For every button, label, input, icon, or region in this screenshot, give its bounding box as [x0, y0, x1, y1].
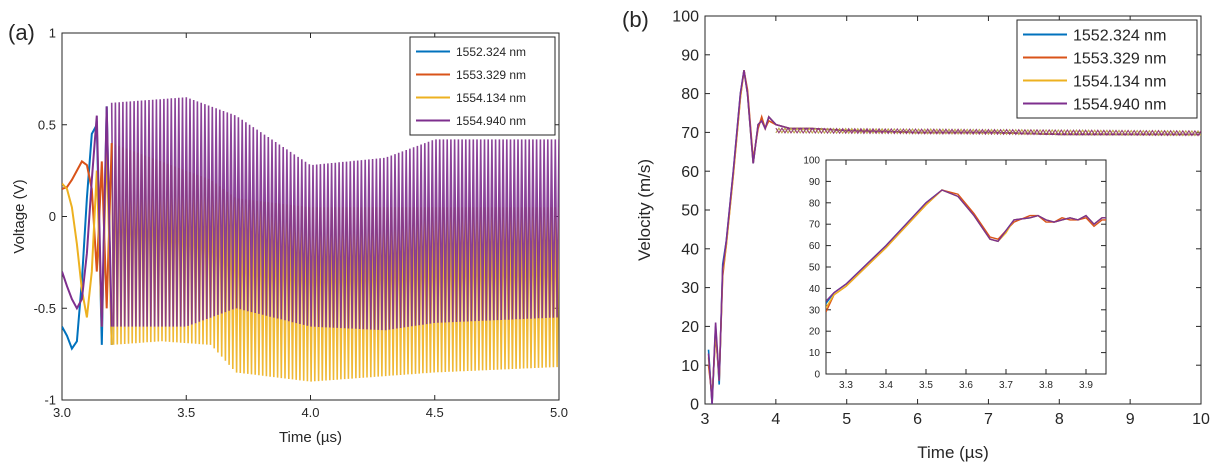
- series-oscillation: [110, 97, 559, 331]
- series-ripple: [775, 127, 1201, 137]
- plot-area: [825, 159, 1107, 375]
- y-tick-label: 0: [814, 370, 820, 381]
- y-tick-label: 0: [49, 209, 56, 224]
- y-tick-label: 80: [681, 86, 699, 103]
- x-tick-label: 3.3: [839, 380, 853, 391]
- y-tick-label: 30: [681, 280, 699, 297]
- x-tick-label: 3.8: [1039, 380, 1053, 391]
- legend-entry: 1552.324 nm: [1073, 27, 1166, 44]
- legend: 1552.324 nm 1553.329 nm 1554.134 nm 1554.94…: [409, 36, 556, 136]
- legend-entry: 1553.329 nm: [456, 68, 526, 82]
- series-group: [707, 70, 1201, 404]
- x-tick-label: 3.9: [1079, 380, 1093, 391]
- x-tick-label: 3.5: [919, 380, 933, 391]
- y-tick-label: 20: [809, 327, 821, 338]
- inset-series-line: [826, 189, 1106, 302]
- x-tick-label: 3: [701, 411, 710, 428]
- y-tick-label: 80: [809, 198, 821, 209]
- x-tick-label: 3.5: [177, 405, 195, 420]
- y-tick-label: 40: [681, 241, 699, 258]
- y-tick-label: 70: [681, 125, 699, 142]
- y-tick-label: 0: [690, 397, 699, 414]
- legend-box: [409, 36, 556, 136]
- y-tick-label: 50: [681, 203, 699, 220]
- y-tick-label: 100: [672, 9, 699, 26]
- x-tick-label: 4.5: [426, 405, 444, 420]
- x-tick-label: 3.4: [879, 380, 893, 391]
- y-tick-label: 30: [809, 305, 821, 316]
- y-tick-label: 70: [809, 220, 821, 231]
- x-tick-label: 3.7: [999, 380, 1013, 391]
- legend-box: [1016, 19, 1198, 119]
- x-tick-label: 3.6: [959, 380, 973, 391]
- x-tick-label: 6: [913, 411, 922, 428]
- inset-series-group: [826, 189, 1106, 313]
- legend: 1552.324 nm 1553.329 nm 1554.134 nm 1554.94…: [1016, 19, 1198, 119]
- y-tick-label: -0.5: [34, 301, 56, 316]
- panel-label: (b): [622, 7, 649, 32]
- y-tick-label: 50: [809, 263, 821, 274]
- y-axis-label: Velocity (m/s): [635, 159, 654, 261]
- series-line: [62, 106, 113, 327]
- x-tick-label: 8: [1055, 411, 1064, 428]
- x-tick-label: 5.0: [550, 405, 568, 420]
- legend-entry: 1554.134 nm: [1073, 73, 1166, 90]
- x-tick-label: 4: [771, 411, 780, 428]
- y-tick-label: 20: [681, 319, 699, 336]
- y-tick-label: 60: [681, 164, 699, 181]
- x-tick-label: 4.0: [301, 405, 319, 420]
- panel-label: (a): [8, 20, 35, 45]
- legend-entry: 1554.940 nm: [1073, 96, 1166, 113]
- legend-entry: 1552.324 nm: [456, 45, 526, 59]
- legend-entry: 1554.940 nm: [456, 114, 526, 128]
- x-tick-label: 9: [1126, 411, 1135, 428]
- y-tick-label: -1: [44, 393, 56, 408]
- y-tick-label: 100: [803, 156, 820, 167]
- y-tick-label: 90: [681, 47, 699, 64]
- y-tick-label: 0.5: [38, 117, 56, 132]
- y-tick-label: 40: [809, 284, 821, 295]
- y-axis-label: Voltage (V): [11, 179, 28, 253]
- y-tick-label: 60: [809, 241, 821, 252]
- y-tick-label: 10: [809, 348, 821, 359]
- y-tick-label: 1: [49, 26, 56, 41]
- series-ripple: [775, 127, 1201, 137]
- x-tick-label: 7: [984, 411, 993, 428]
- x-tick-label: 3.0: [53, 405, 71, 420]
- legend-entry: 1554.134 nm: [456, 91, 526, 105]
- x-tick-label: 10: [1192, 411, 1210, 428]
- x-axis-label: Time (µs): [279, 429, 342, 446]
- y-tick-label: 10: [681, 358, 699, 375]
- legend-entry: 1553.329 nm: [1073, 50, 1166, 67]
- x-axis-label: Time (µs): [917, 443, 989, 462]
- y-tick-label: 90: [809, 177, 821, 188]
- series-group: [62, 97, 559, 382]
- x-tick-label: 5: [842, 411, 851, 428]
